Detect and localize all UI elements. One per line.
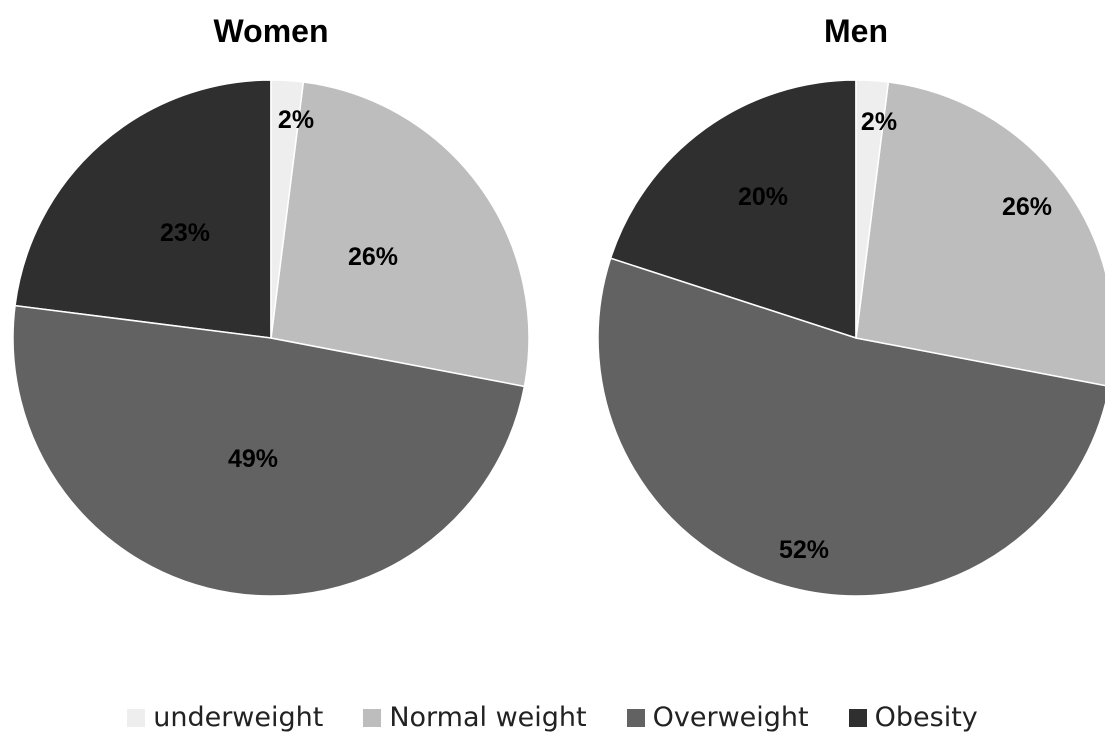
pie-slice-men-underweight xyxy=(855,79,890,339)
legend-label-overweight: Overweight xyxy=(652,702,809,733)
pie-slice-men-normal-weight xyxy=(855,81,1105,387)
legend-item-obesity: Obesity xyxy=(848,702,978,733)
slice-label-women-normal-weight: 26% xyxy=(348,243,398,271)
legend: underweight Normal weight Overweight Obe… xyxy=(0,704,1105,731)
slice-label-men-normal-weight: 26% xyxy=(1002,193,1052,221)
pie-charts: Women 2% 26% 49% 23% Men 2% 26% 52% 20% xyxy=(12,13,1105,597)
pie-slice-women-obesity xyxy=(14,79,272,339)
pie-slice-women-normal-weight xyxy=(270,81,530,388)
legend-label-underweight: underweight xyxy=(153,702,324,733)
legend-label-obesity: Obesity xyxy=(874,702,978,733)
legend-item-normal-weight: Normal weight xyxy=(363,702,587,733)
pie-slice-women-underweight xyxy=(270,79,305,339)
legend-label-normal-weight: Normal weight xyxy=(389,702,587,733)
legend-swatch-overweight xyxy=(626,708,645,727)
legend-swatch-obesity xyxy=(848,708,867,727)
slice-label-women-overweight: 49% xyxy=(228,445,278,473)
legend-swatch-underweight xyxy=(127,708,146,727)
slice-label-women-underweight: 2% xyxy=(278,106,314,134)
pie-chart-men: Men 2% 26% 52% 20% xyxy=(597,13,1105,597)
pie-slice-men-overweight xyxy=(597,257,1105,597)
slice-label-men-obesity: 20% xyxy=(738,183,788,211)
legend-item-underweight: underweight xyxy=(127,704,323,731)
pie-slice-women-overweight xyxy=(12,304,526,597)
pie-chart-women: Women 2% 26% 49% 23% xyxy=(12,13,530,597)
slice-label-men-overweight: 52% xyxy=(779,536,829,564)
pie-slice-men-obesity xyxy=(609,79,857,340)
legend-swatch-normal-weight xyxy=(363,708,382,727)
slice-label-men-underweight: 2% xyxy=(861,108,897,136)
slice-label-women-obesity: 23% xyxy=(160,219,210,247)
chart-title-women: Women xyxy=(214,13,329,49)
chart-title-men: Men xyxy=(824,13,888,49)
legend-item-overweight: Overweight xyxy=(626,702,809,733)
